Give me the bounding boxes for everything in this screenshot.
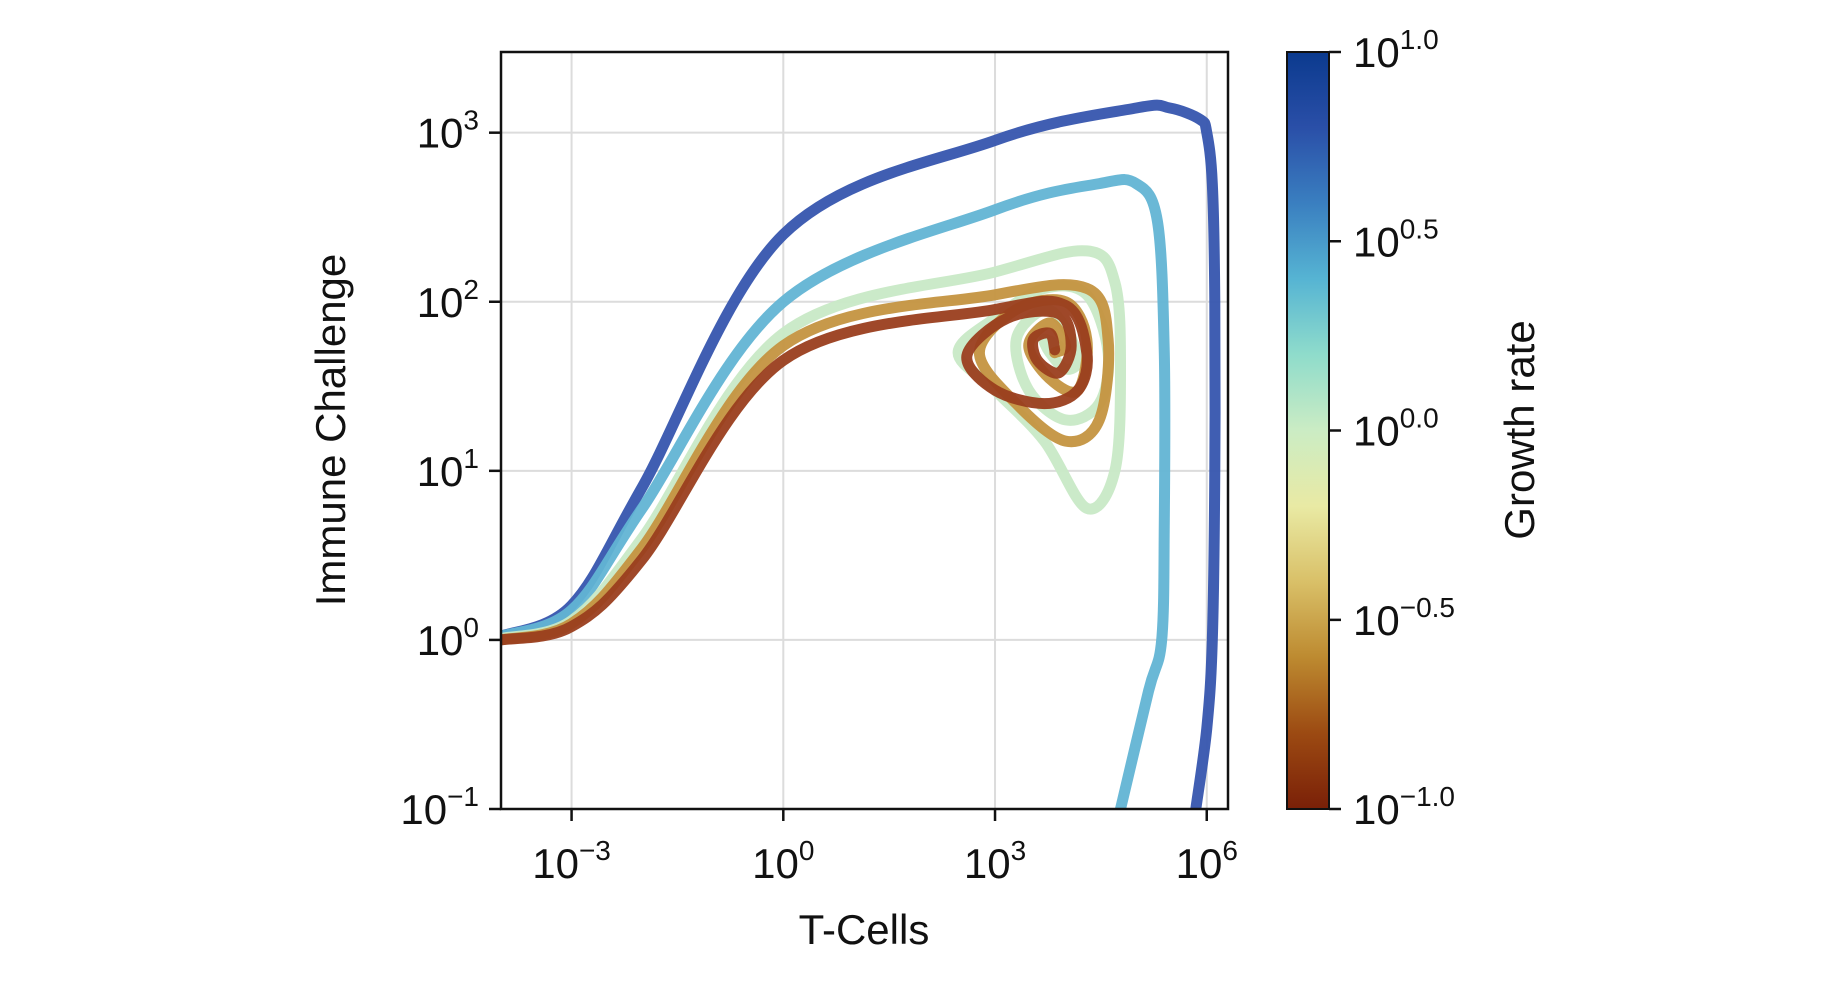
colorbar-title: Growth rate [1496, 320, 1543, 539]
series-lines [501, 99, 1221, 809]
series-line [501, 295, 1093, 646]
series-line [501, 174, 1171, 809]
colorbar-tick-label: 10−0.5 [1353, 592, 1455, 644]
colorbar-tick-label: 10−1.0 [1353, 781, 1455, 833]
plot-frame [499, 50, 1230, 811]
x-tick-label: 103 [964, 835, 1026, 887]
y-axis-title: Immune Challenge [307, 254, 354, 607]
y-tick-label: 100 [417, 612, 479, 664]
axis-ticks: 10−3 100 103 106 10−1 100 101 102 103 [400, 105, 1238, 887]
y-tick-label: 10−1 [400, 781, 479, 833]
colorbar-tick-label: 100.0 [1353, 403, 1439, 455]
y-tick-label: 101 [417, 443, 479, 495]
colorbar [1286, 51, 1330, 810]
colorbar-tick-label: 100.5 [1353, 213, 1439, 265]
x-tick-label: 10−3 [532, 835, 611, 887]
y-tick-label: 102 [417, 274, 479, 326]
x-axis-title: T-Cells [799, 906, 930, 953]
colorbar-tick-label: 101.0 [1353, 24, 1439, 76]
x-tick-label: 100 [752, 835, 814, 887]
x-tick-label: 106 [1176, 835, 1238, 887]
series-line [501, 99, 1221, 809]
y-tick-label: 103 [417, 105, 479, 157]
colorbar-ticks: 101.0 100.5 100.0 10−0.5 10−1.0 [1329, 24, 1455, 833]
